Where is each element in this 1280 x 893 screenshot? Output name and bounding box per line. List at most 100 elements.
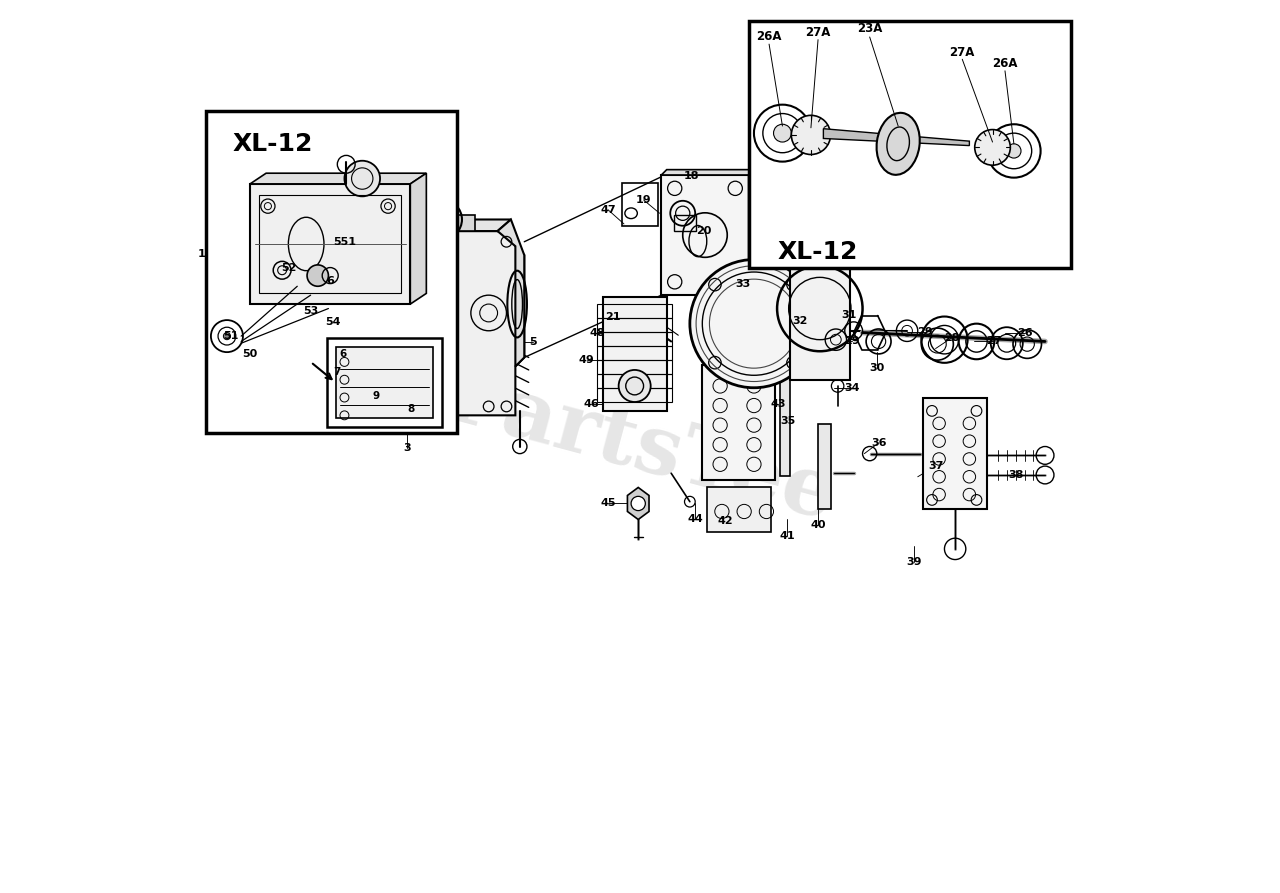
Bar [780, 369, 791, 476]
Text: 5: 5 [530, 338, 538, 347]
Text: 32: 32 [792, 316, 808, 326]
Text: 26: 26 [1016, 329, 1033, 338]
Bar [790, 238, 850, 380]
Text: 19: 19 [636, 195, 652, 204]
Bar [707, 488, 771, 532]
Circle shape [618, 370, 650, 402]
Bar [598, 388, 672, 402]
Text: 21: 21 [605, 313, 621, 322]
Text: 16: 16 [292, 240, 307, 250]
Text: 12: 12 [292, 217, 307, 227]
Bar [662, 175, 749, 296]
Bar [749, 21, 1071, 269]
Text: 27A: 27A [950, 46, 975, 59]
Text: PartsTee: PartsTee [435, 355, 845, 538]
Text: XL-12: XL-12 [778, 240, 858, 264]
Text: 8: 8 [378, 410, 385, 420]
Text: 551: 551 [333, 237, 356, 246]
Text: 52: 52 [282, 263, 297, 273]
Bar [206, 111, 457, 433]
Text: 23A: 23A [858, 21, 882, 35]
Text: 54: 54 [325, 317, 340, 327]
Text: 44: 44 [687, 514, 703, 524]
Bar [923, 397, 987, 509]
Text: 26A: 26A [756, 30, 782, 44]
Bar [335, 346, 434, 418]
Text: 23: 23 [865, 223, 881, 233]
Text: 46: 46 [584, 399, 599, 409]
Circle shape [631, 497, 645, 511]
Text: 25: 25 [973, 237, 988, 246]
Text: 11: 11 [283, 181, 298, 192]
Text: 6: 6 [326, 276, 334, 286]
Text: 4: 4 [424, 394, 433, 404]
Text: 42: 42 [718, 516, 733, 526]
Text: 47: 47 [600, 204, 616, 214]
Text: 33: 33 [736, 280, 751, 289]
Bar [598, 332, 672, 346]
Text: 31: 31 [841, 310, 856, 320]
Polygon shape [627, 488, 649, 520]
Bar [818, 424, 832, 509]
Polygon shape [364, 220, 511, 231]
Polygon shape [364, 231, 525, 415]
Text: 39: 39 [906, 557, 922, 567]
Text: 53: 53 [303, 306, 319, 316]
Text: 50: 50 [242, 349, 257, 359]
Bar [622, 183, 658, 226]
Text: 48: 48 [590, 329, 605, 338]
Text: 51: 51 [223, 331, 238, 341]
Circle shape [754, 104, 812, 162]
Bar [598, 346, 672, 360]
Text: 43: 43 [771, 399, 786, 409]
Bar [598, 360, 672, 374]
Text: 10: 10 [204, 201, 219, 211]
Text: 6: 6 [339, 349, 347, 359]
Text: 29: 29 [916, 327, 933, 337]
Text: 26A: 26A [992, 57, 1018, 71]
Text: 7: 7 [334, 367, 340, 377]
Polygon shape [836, 224, 969, 260]
Bar [598, 318, 672, 332]
Bar [703, 364, 776, 480]
Circle shape [987, 124, 1041, 178]
Bar [598, 374, 672, 388]
Bar [408, 215, 475, 231]
Text: 9: 9 [353, 395, 361, 405]
Bar [250, 184, 411, 304]
Text: 41: 41 [780, 530, 795, 540]
Circle shape [791, 115, 831, 154]
Polygon shape [250, 173, 426, 184]
Polygon shape [749, 170, 754, 296]
Text: 35: 35 [780, 415, 795, 426]
Text: 34: 34 [844, 383, 860, 393]
Text: 2: 2 [439, 145, 447, 155]
Text: 3: 3 [403, 443, 411, 454]
Text: 14: 14 [297, 285, 314, 295]
Text: 8: 8 [407, 405, 415, 414]
Ellipse shape [877, 113, 920, 175]
Text: 18: 18 [684, 171, 699, 181]
Text: 9: 9 [372, 391, 379, 401]
Circle shape [690, 260, 818, 388]
Bar [598, 304, 672, 318]
Text: 24: 24 [924, 226, 940, 236]
Text: 1: 1 [387, 180, 394, 191]
Circle shape [1007, 144, 1021, 158]
Text: 20: 20 [696, 226, 712, 236]
Text: 37: 37 [928, 461, 943, 472]
Circle shape [773, 124, 791, 142]
Text: 45: 45 [600, 498, 616, 508]
Text: 13: 13 [297, 263, 314, 273]
Circle shape [344, 161, 380, 196]
Polygon shape [662, 170, 754, 175]
Text: XL-12: XL-12 [232, 132, 312, 155]
Text: 36: 36 [870, 438, 886, 448]
Text: 38: 38 [1007, 470, 1024, 480]
Text: 17: 17 [338, 295, 355, 305]
Text: 29: 29 [844, 337, 860, 346]
Text: 49: 49 [579, 355, 594, 365]
Polygon shape [411, 173, 426, 304]
Text: 7: 7 [348, 380, 356, 389]
Text: 27A: 27A [805, 26, 831, 39]
